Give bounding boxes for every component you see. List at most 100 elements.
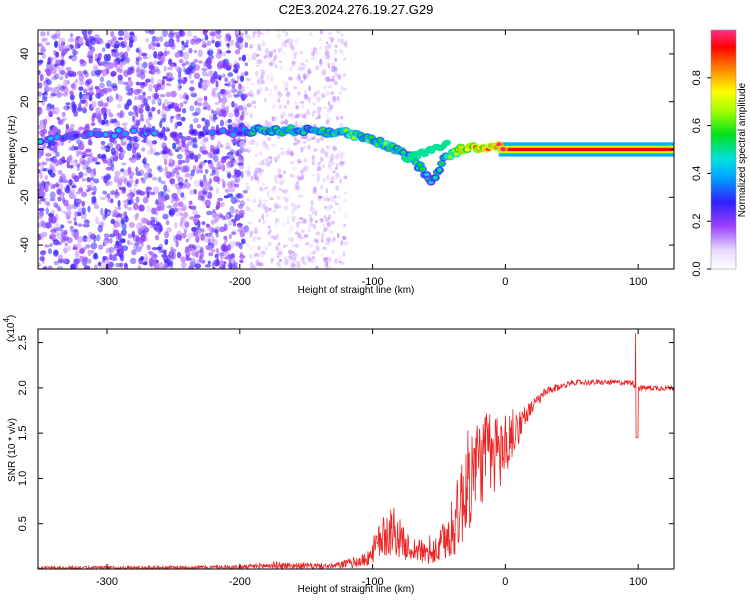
spectrogram-cell (247, 149, 251, 153)
spectrogram-cell (234, 213, 241, 221)
spectrogram-cell (269, 88, 273, 94)
spectrogram-cell (312, 250, 317, 255)
spectrogram-cell (45, 222, 52, 229)
spectrogram-cell (108, 253, 113, 261)
spectrogram-cell (49, 242, 53, 247)
spectrogram-cell (76, 163, 81, 168)
spectrogram-cell (78, 71, 83, 77)
spectrogram-cell (103, 53, 109, 62)
spectrogram-cell (110, 118, 114, 124)
spectrogram-cell (150, 218, 155, 227)
spectrogram-cell (50, 87, 55, 95)
spectrogram-cell (90, 233, 96, 240)
spectrogram-cell (295, 105, 299, 110)
spectrogram-cell (146, 109, 154, 114)
spectrogram-cell (297, 232, 302, 239)
spectrogram-cell (93, 178, 100, 184)
spectrogram-cell (158, 176, 162, 183)
spectrogram-cell (185, 238, 189, 243)
spectrogram-cell (238, 56, 242, 61)
spectrogram-cell (226, 50, 232, 54)
spectrogram-cell (277, 173, 283, 179)
spectrogram-cell (123, 178, 128, 185)
spectrogram-cell (323, 85, 328, 90)
spectrogram-cell (38, 210, 44, 217)
spectrogram-cell (237, 131, 243, 136)
spectrogram-cell (282, 178, 286, 182)
spectrogram-cell (335, 115, 340, 121)
spectrogram-cell (151, 106, 156, 112)
spectrogram-cell (302, 140, 308, 144)
spectrogram-cell (59, 224, 65, 229)
spectrogram-cell (201, 149, 208, 155)
spectrogram-cell (318, 195, 323, 199)
spectrogram-cell (96, 73, 101, 78)
spectrogram-cell (277, 47, 282, 53)
spectrogram-cell (134, 143, 140, 148)
spectrogram-cell (209, 173, 214, 177)
spectrogram-cell (249, 230, 254, 235)
spectrogram-cell (53, 260, 59, 266)
x-tick-label: 100 (629, 276, 647, 288)
spectrogram-cell (245, 77, 251, 82)
spectrogram-cell (61, 258, 68, 264)
spectrogram-cell (168, 40, 175, 47)
spectrogram-cell (189, 173, 193, 181)
spectrogram-cell (108, 95, 114, 103)
snr-y-label: SNR (10 * v/v) (7, 418, 18, 482)
spectrogram-cell (227, 112, 234, 118)
spectrogram-cell (327, 36, 333, 40)
spectrogram-cell (196, 97, 203, 102)
spectrogram-cell (313, 238, 319, 243)
spectrogram-cell (325, 256, 328, 261)
spectrogram-cell (234, 208, 239, 215)
colorbar-tick-label: 0.8 (691, 70, 703, 85)
spectrogram-cell (319, 58, 323, 65)
spectrogram-cell (79, 248, 85, 254)
spectrogram-cell (272, 235, 278, 241)
spectrogram-cell (233, 93, 239, 97)
spectrogram-cell (176, 153, 183, 160)
spectrogram-cell (249, 235, 253, 238)
spectrogram-cell (255, 259, 260, 266)
spectrogram-cell (42, 266, 48, 269)
spectrogram-cell (97, 132, 103, 137)
spectrogram-cell (132, 105, 138, 111)
spectrogram-x-label: Height of straight line (km) (298, 285, 415, 296)
spectrogram-cell (184, 178, 189, 184)
spectrogram-cell (262, 142, 268, 149)
spectrogram-cell (114, 170, 121, 176)
spectrogram-cell (283, 205, 289, 211)
spectrogram-cell (226, 160, 231, 169)
colorbar-ticks: 0.00.20.40.60.8 (691, 70, 711, 277)
spectrogram-cell (73, 221, 78, 226)
spectrogram-cell (290, 237, 294, 242)
colorbar-tick-label: 0.2 (691, 214, 703, 229)
x-tick-label: -300 (96, 276, 118, 288)
spectrogram-cell (278, 188, 283, 192)
spectrogram-cell (102, 255, 108, 261)
spectrogram-cell (255, 53, 259, 58)
spectrogram-cell (46, 202, 51, 207)
spectrogram-cell (162, 30, 168, 37)
spectrogram-cell (131, 249, 137, 256)
spectrogram-cell (320, 151, 324, 154)
spectrogram-cell (201, 259, 206, 264)
spectrogram-cell (116, 128, 122, 133)
spectrogram-cell (238, 83, 242, 90)
spectrogram-cell (267, 225, 271, 229)
spectrogram-cell (320, 147, 325, 154)
spectrogram-cell (104, 214, 108, 219)
spectrogram-cell (270, 258, 273, 265)
spectrogram-cell (340, 239, 344, 246)
spectrogram-cell (168, 209, 174, 216)
spectrogram-cell (312, 186, 317, 193)
spectrogram-cell (276, 261, 281, 267)
spectrogram-cell (260, 188, 265, 193)
spectrogram-cell (183, 228, 188, 234)
spectrogram-cell (334, 166, 338, 170)
spectrogram-cell (155, 221, 160, 226)
spectrogram-cell (87, 249, 92, 256)
spectrogram-cell (87, 30, 93, 35)
spectrogram-cell (330, 91, 335, 95)
